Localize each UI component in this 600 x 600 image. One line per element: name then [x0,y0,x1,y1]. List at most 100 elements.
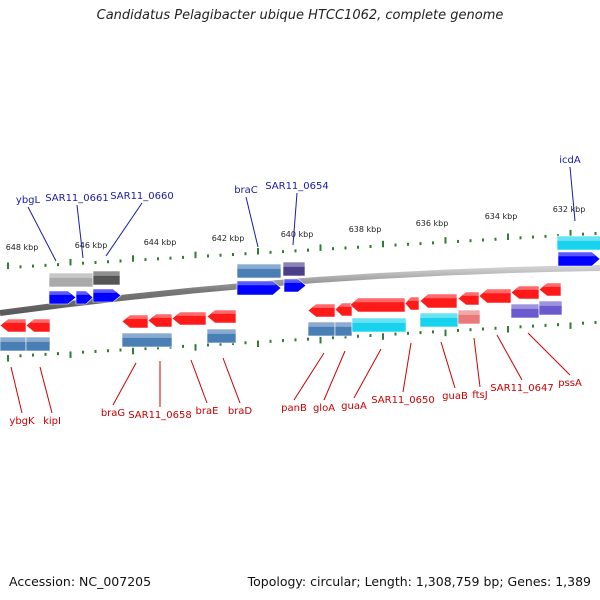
reverse-gene-arrow [349,297,406,313]
cog-box-highlight [26,337,50,342]
cog-box-highlight [207,329,236,334]
kbp-label: 638 kbp [349,225,382,234]
forward-gene-arrow [48,290,77,305]
gene-label-brac: braC [234,185,258,196]
gene-arrow-highlight [4,319,27,323]
label-leader-line [496,334,523,381]
cog-box-highlight [557,236,600,241]
reverse-gene-arrow [25,318,51,333]
gene-arrow-highlight [462,292,479,296]
gene-label-brae: braE [196,406,219,417]
gene-arrow-highlight [558,252,596,257]
cog-box-highlight [458,310,480,315]
forward-gene-arrow [557,251,600,267]
gene-label-panb: panB [281,403,307,414]
reverse-gene-arrow [404,296,420,311]
cog-box-highlight [420,313,458,318]
label-leader-line [293,352,325,401]
gene-label-sar11-0661: SAR11_0661 [45,193,109,204]
cog-box-highlight [335,322,352,327]
gene-label-gloa: gloA [313,403,335,414]
gene-arrow-highlight [237,281,277,286]
gene-arrow-highlight [176,312,206,316]
gene-label-kipi: kipI [43,416,61,427]
gene-arrow-highlight [515,286,539,290]
kbp-label: 634 kbp [485,212,518,221]
label-leader-line [353,348,382,399]
gene-arrow-highlight [424,294,457,299]
label-leader-line [10,366,23,414]
label-leader-line [112,362,137,406]
accession-label: Accession: NC_007205 [9,574,152,589]
map-title: Candidatus Pelagibacter ubique HTCC1062,… [96,8,504,23]
cog-box-highlight [352,318,406,323]
forward-gene-arrow [75,290,94,305]
gene-arrow-highlight [49,291,72,295]
cog-category-box [457,309,481,325]
gene-arrow-highlight [93,289,117,293]
gene-label-ybgl: ybgL [16,195,41,206]
cog-category-track [0,235,600,352]
gene-label-guaa: guaA [341,401,367,412]
label-leader-line [473,337,481,388]
gene-label-layer: ybgL SAR11_0661 SAR11_0660 braC SAR11_0654 ic… [9,155,582,427]
cog-category-box [25,336,51,352]
cog-box-highlight [539,301,562,306]
cog-box-highlight [0,337,26,342]
gene-label-sar11-0654: SAR11_0654 [265,181,329,192]
gene-arrow-highlight [312,304,335,308]
kbp-label: 636 kbp [416,219,449,228]
cog-box-highlight [49,273,93,278]
cog-category-box [282,261,306,277]
gene-arrow-highlight [339,303,352,307]
cog-category-box [556,235,600,251]
forward-tick-track [7,229,597,270]
cog-category-box [538,300,563,316]
kbp-label: 632 kbp [553,205,586,214]
gene-arrow-highlight [483,289,511,294]
gene-arrow-highlight [152,314,172,318]
gene-label-sar11-0647: SAR11_0647 [490,383,554,394]
cog-category-box [351,317,407,333]
gene-label-ftsj: ftsJ [472,390,487,401]
cog-category-box [92,270,121,286]
forward-gene-arrow [283,278,307,293]
gene-arrow-track [0,251,600,333]
reverse-gene-arrow [419,293,458,309]
gene-label-brag: braG [101,408,125,419]
gene-label-sar11-0658: SAR11_0658 [128,410,192,421]
gene-arrow-highlight [30,319,50,323]
cog-box-highlight [308,322,335,327]
gene-arrow-highlight [126,315,148,319]
reverse-gene-arrow [538,282,562,297]
forward-gene-arrow [92,288,122,303]
reverse-gene-arrow [334,302,353,317]
label-leader-line [440,341,456,389]
cog-box-highlight [122,333,172,338]
gene-label-guab: guaB [442,391,468,402]
label-leader-line [402,342,412,393]
reverse-gene-arrow [457,291,480,306]
reverse-gene-arrow [121,314,149,329]
gene-arrow-highlight [354,298,405,303]
cog-category-box [206,328,237,344]
topology-label: Topology: circular; Length: 1,308,759 bp… [247,574,591,589]
kbp-scale: 648 kbp 646 kbp 644 kbp 642 kbp 640 kbp 638 k… [6,205,586,252]
gene-arrow-highlight [543,283,561,287]
cog-box-highlight [283,262,305,267]
label-leader-line [245,196,259,248]
cog-box-highlight [511,304,539,309]
reverse-gene-arrow [307,303,336,318]
label-leader-line [323,350,346,401]
gene-label-icda: icdA [559,155,581,166]
kbp-label: 640 kbp [281,230,314,239]
kbp-label: 644 kbp [144,238,177,247]
gene-label-pssa: pssA [558,378,582,389]
gene-label-sar11-0660: SAR11_0660 [110,191,174,202]
gene-label-sar11-0650: SAR11_0650 [371,395,435,406]
cog-category-box [121,332,173,348]
reverse-gene-arrow [0,318,27,333]
forward-gene-arrow [236,280,282,296]
kbp-label: 642 kbp [212,234,245,243]
